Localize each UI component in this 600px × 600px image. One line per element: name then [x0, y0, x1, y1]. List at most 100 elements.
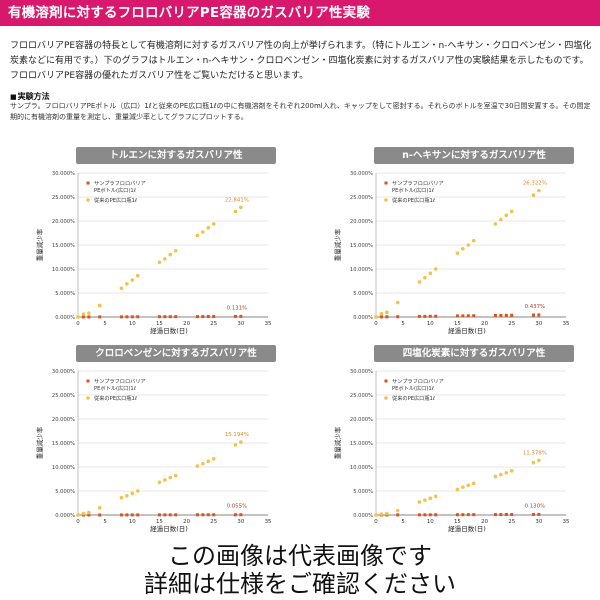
legend-label-fluoro: サンプラフロロバリア	[94, 180, 146, 187]
data-point-conventional	[206, 225, 211, 230]
data-point-fluoro	[195, 513, 199, 517]
data-point-conventional	[537, 458, 541, 463]
data-point-conventional	[201, 230, 205, 234]
data-point-conventional	[173, 248, 178, 253]
annotation-conventional-end: 26.322%	[523, 181, 547, 187]
data-point-conventional	[76, 315, 80, 319]
x-tick-label: 15	[454, 519, 461, 525]
data-point-fluoro	[531, 313, 535, 317]
y-tick-label: 25.000%	[350, 195, 373, 201]
data-point-fluoro	[537, 313, 541, 317]
data-point-conventional	[509, 469, 514, 473]
chart-chlorobenzene: クロロベンゼンに対するガスバリア性 0.000% 5.000% 10.000% 15.0…	[6, 345, 296, 540]
y-tick-label: 30.000%	[350, 369, 373, 375]
y-tick-label: 15.000%	[52, 441, 75, 447]
data-point-conventional	[471, 481, 476, 486]
data-point-fluoro	[119, 513, 123, 517]
data-point-fluoro	[434, 513, 438, 517]
data-point-conventional	[455, 251, 460, 255]
legend-marker-conventional	[384, 396, 388, 400]
data-point-fluoro	[212, 513, 216, 517]
data-point-conventional	[87, 510, 91, 515]
x-tick-label: 30	[535, 321, 542, 327]
notice-line-1: この画像は代表画像です	[168, 542, 432, 570]
data-point-conventional	[168, 475, 173, 480]
x-tick-label: 25	[210, 519, 217, 525]
data-point-conventional	[195, 464, 200, 468]
data-point-fluoro	[396, 513, 400, 517]
legend-label-fluoro-cont: PEボトル(広口)1ℓ	[392, 384, 434, 392]
data-point-fluoro	[125, 315, 129, 319]
data-point-conventional	[81, 312, 86, 316]
y-tick-label: 10.000%	[52, 267, 75, 273]
x-tick-label: 0	[76, 519, 80, 525]
y-axis-label: 重量減少率	[333, 228, 342, 261]
y-tick-label: 0.000%	[55, 315, 75, 321]
data-point-fluoro	[493, 513, 497, 517]
annotation-fluoro-end: 0.055%	[227, 504, 248, 510]
chart-plot: 0.000% 5.000% 10.000% 15.000% 20.000% 25.000%…	[333, 171, 569, 335]
x-tick-label: 10	[427, 321, 434, 327]
data-point-fluoro	[157, 513, 161, 517]
legend-label-fluoro: サンプラフロロバリア	[392, 180, 444, 187]
chart-title: n-ヘキサンに対するガスバリア性	[374, 147, 574, 164]
data-point-conventional	[499, 472, 503, 477]
data-point-conventional	[504, 470, 509, 475]
method-description: サンプラ。フロロバリアPEボトル（広口）1ℓと従来のPE広口瓶1ℓの中に有機溶剤…	[10, 102, 591, 121]
legend-label-fluoro-cont: PEボトル(広口)1ℓ	[392, 186, 434, 194]
data-point-conventional	[374, 513, 378, 517]
legend-marker-fluoro	[86, 181, 90, 185]
data-point-fluoro	[239, 314, 243, 318]
annotation-fluoro-end: 0.437%	[525, 304, 546, 310]
data-point-fluoro	[81, 315, 85, 319]
data-point-conventional	[509, 209, 514, 214]
data-point-conventional	[455, 487, 460, 492]
data-point-fluoro	[87, 513, 91, 517]
data-point-conventional	[374, 315, 378, 319]
y-tick-label: 20.000%	[52, 219, 75, 225]
x-tick-label: 20	[183, 519, 190, 525]
data-point-fluoro	[233, 314, 237, 318]
annotation-fluoro-end: 0.130%	[525, 503, 546, 509]
y-tick-label: 15.000%	[350, 441, 373, 447]
y-axis-label: 重量減少率	[35, 426, 44, 459]
data-point-fluoro	[472, 513, 476, 517]
y-tick-label: 25.000%	[52, 195, 75, 201]
data-point-conventional	[428, 271, 433, 276]
y-tick-label: 20.000%	[350, 417, 373, 423]
data-point-fluoro	[466, 314, 470, 318]
x-tick-label: 5	[401, 321, 404, 327]
data-point-fluoro	[423, 314, 427, 318]
data-point-conventional	[125, 282, 129, 286]
data-point-conventional	[385, 511, 389, 516]
legend-label-fluoro-cont: PEボトル(広口)1ℓ	[94, 384, 136, 392]
data-point-conventional	[417, 500, 422, 504]
x-axis-label: 経過日数(日)	[150, 524, 188, 533]
x-tick-label: 35	[563, 519, 570, 525]
data-point-fluoro	[428, 314, 432, 318]
data-point-conventional	[379, 311, 384, 316]
y-tick-label: 25.000%	[350, 393, 373, 399]
x-tick-label: 20	[481, 519, 488, 525]
data-point-conventional	[493, 222, 498, 226]
data-point-fluoro	[379, 315, 383, 319]
data-point-fluoro	[206, 513, 210, 517]
annotation-conventional-end: 15.194%	[225, 432, 249, 438]
data-point-conventional	[97, 303, 102, 308]
data-point-conventional	[130, 491, 135, 496]
data-point-fluoro	[168, 513, 172, 517]
data-point-fluoro	[504, 313, 508, 317]
data-point-fluoro	[504, 513, 508, 517]
x-tick-label: 35	[265, 321, 272, 327]
legend-label-conventional: 従来のPE広口瓶1ℓ	[392, 196, 435, 204]
x-tick-label: 30	[237, 519, 244, 525]
data-point-fluoro	[98, 513, 102, 517]
data-point-fluoro	[130, 315, 134, 319]
y-tick-label: 5.000%	[55, 489, 75, 495]
data-point-conventional	[119, 286, 124, 290]
data-point-conventional	[531, 193, 536, 197]
data-point-fluoro	[233, 513, 237, 517]
x-tick-label: 10	[129, 321, 136, 327]
data-point-fluoro	[423, 513, 427, 517]
y-tick-label: 30.000%	[350, 171, 373, 177]
